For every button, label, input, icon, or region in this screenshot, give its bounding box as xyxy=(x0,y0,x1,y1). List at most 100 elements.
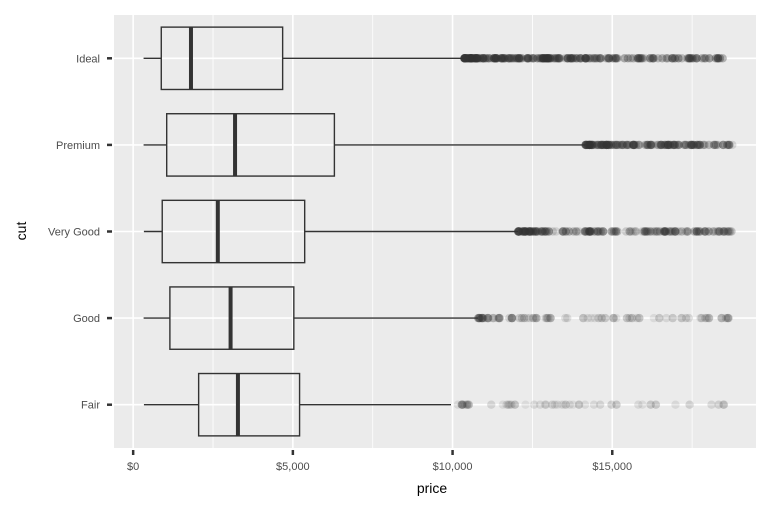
outlier-point xyxy=(608,227,617,236)
outlier-point xyxy=(594,140,604,150)
outlier-point xyxy=(612,140,622,150)
outlier-point xyxy=(701,313,710,323)
outlier-point xyxy=(478,54,487,63)
outlier-point xyxy=(596,227,606,236)
outlier-point xyxy=(471,54,481,63)
outlier-point xyxy=(581,140,590,150)
outlier-point xyxy=(502,400,511,409)
outlier-point xyxy=(580,54,590,63)
outlier-point xyxy=(687,140,696,150)
outlier-point xyxy=(702,313,711,323)
outliers xyxy=(581,140,737,150)
outlier-point xyxy=(523,54,533,63)
outlier-point xyxy=(463,400,472,409)
outlier-point xyxy=(538,54,547,63)
outlier-point xyxy=(475,313,485,323)
outlier-point xyxy=(714,227,724,236)
outlier-point xyxy=(581,140,591,150)
outlier-point xyxy=(517,313,527,323)
outlier-point xyxy=(610,54,619,63)
outlier-point xyxy=(711,227,720,236)
outlier-point xyxy=(576,54,585,63)
outlier-point xyxy=(583,140,592,150)
outlier-point xyxy=(694,227,703,236)
outlier-point xyxy=(507,54,516,63)
outlier-point xyxy=(522,313,532,323)
outlier-point xyxy=(728,140,737,150)
outlier-point xyxy=(559,227,568,236)
outlier-point xyxy=(671,227,680,236)
x-tick-label: $5,000 xyxy=(276,461,310,473)
outlier-point xyxy=(688,54,698,63)
outlier-point xyxy=(461,54,471,63)
outlier-point xyxy=(487,54,496,63)
outlier-point xyxy=(532,313,541,323)
outlier-point xyxy=(668,313,677,323)
outlier-point xyxy=(521,227,530,236)
outlier-point xyxy=(525,313,534,323)
outlier-point xyxy=(495,313,505,323)
outlier-point xyxy=(607,227,616,236)
outlier-point xyxy=(714,400,723,409)
outlier-point xyxy=(581,140,590,150)
outlier-point xyxy=(504,54,514,63)
outlier-point xyxy=(681,140,690,150)
outlier-point xyxy=(635,54,644,63)
outlier-point xyxy=(608,140,618,150)
outlier-point xyxy=(635,140,644,150)
outlier-point xyxy=(665,227,674,236)
outlier-point xyxy=(670,140,680,150)
outlier-point xyxy=(519,227,528,236)
outlier-point xyxy=(627,227,636,236)
outlier-point xyxy=(611,140,620,150)
x-axis-title: price xyxy=(417,480,448,496)
outlier-point xyxy=(725,140,734,150)
outlier-point xyxy=(513,227,523,236)
outlier-point xyxy=(622,140,632,150)
outlier-point xyxy=(575,54,585,63)
outlier-point xyxy=(492,54,501,63)
outlier-point xyxy=(724,313,733,323)
outlier-point xyxy=(541,313,550,323)
outlier-point xyxy=(636,54,645,63)
outlier-point xyxy=(646,400,655,409)
outlier-point xyxy=(711,54,720,63)
outlier-point xyxy=(709,227,718,236)
outlier-point xyxy=(643,140,653,150)
iqr-box xyxy=(197,372,301,437)
outlier-point xyxy=(696,227,705,236)
outlier-point xyxy=(544,313,553,323)
outlier-point xyxy=(471,54,481,63)
outlier-point xyxy=(643,227,652,236)
outlier-point xyxy=(713,54,722,63)
outlier-point xyxy=(474,313,483,323)
outlier-point xyxy=(528,227,538,236)
outlier-point xyxy=(552,54,562,63)
outlier-point xyxy=(719,227,729,236)
outlier-point xyxy=(529,54,538,63)
outlier-point xyxy=(553,400,562,409)
outlier-point xyxy=(552,54,562,63)
outlier-point xyxy=(540,227,550,236)
outlier-point xyxy=(514,227,523,236)
outlier-point xyxy=(494,313,504,323)
outlier-point xyxy=(477,313,486,323)
outlier-point xyxy=(692,54,701,63)
outlier-point xyxy=(644,227,653,236)
outlier-point xyxy=(633,54,643,63)
outlier-point xyxy=(583,313,592,323)
outlier-point xyxy=(604,54,613,63)
outlier-point xyxy=(687,140,697,150)
outlier-point xyxy=(632,313,642,323)
box-premium xyxy=(143,113,737,177)
outlier-point xyxy=(705,54,714,63)
outlier-point xyxy=(597,313,606,323)
outlier-point xyxy=(566,54,575,63)
outlier-point xyxy=(514,54,524,63)
outlier-point xyxy=(592,140,602,150)
outlier-point xyxy=(554,54,564,63)
outlier-point xyxy=(711,140,721,150)
outlier-point xyxy=(546,54,555,63)
outlier-point xyxy=(656,140,666,150)
outlier-point xyxy=(561,313,570,323)
